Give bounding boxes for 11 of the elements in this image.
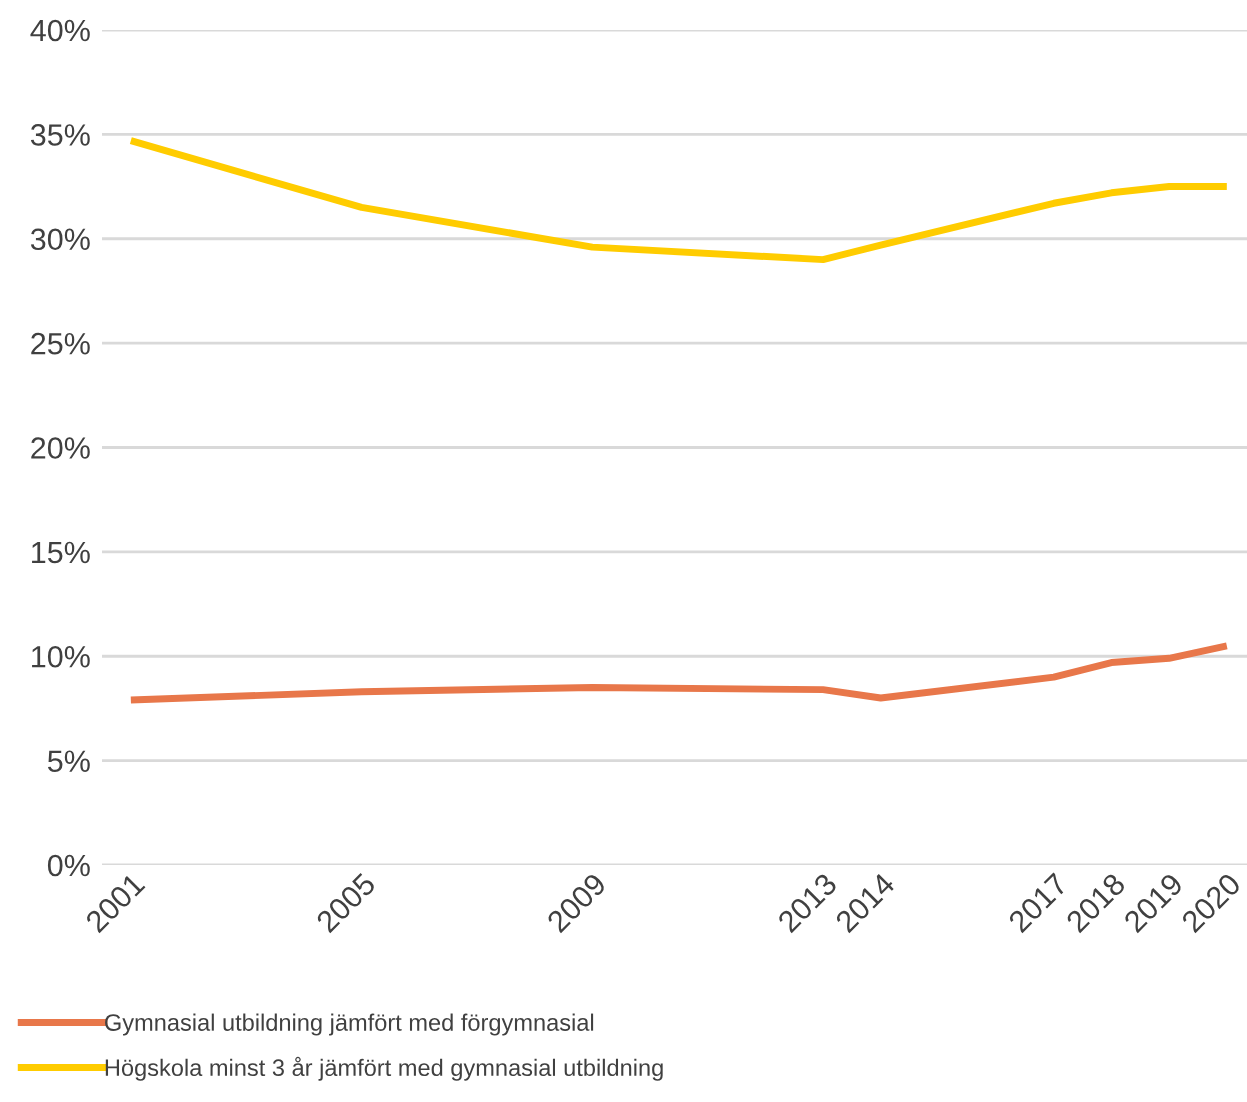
y-tick-label: 10% [32, 645, 90, 668]
legend-label: Gymnasial utbildning jämfört med förgymnasial [105, 1013, 594, 1036]
y-tick-label: 15% [32, 541, 90, 564]
y-tick-label: 35% [30, 124, 90, 146]
y-tick-label: 25% [31, 332, 90, 355]
y-tick-label: 30% [30, 228, 90, 251]
y-tick-label: 5% [47, 750, 90, 772]
y-tick-label: 20% [31, 437, 90, 459]
y-tick-label: 40% [30, 19, 90, 42]
y-tick-label: 0% [47, 854, 90, 877]
legend-label: Högskola minst 3 år jämfört med gymnasial utbildning [105, 1056, 663, 1081]
